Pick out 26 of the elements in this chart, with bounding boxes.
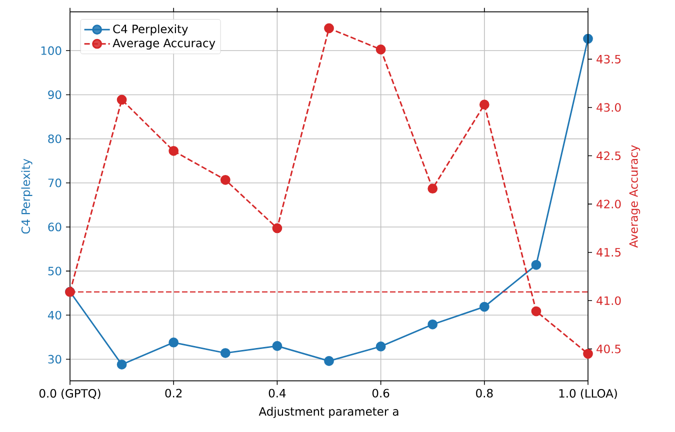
y2-tick-label: 41.5 (596, 248, 621, 257)
x-tick-label: 0.8 (476, 388, 493, 398)
y2-axis-title: Average Accuracy (629, 145, 640, 248)
y2-tick-label: 42.0 (596, 200, 621, 208)
x-tick-label: 0.2 (165, 388, 182, 398)
y-tick-label: 90 (48, 90, 62, 100)
y-tick-label: 50 (48, 266, 62, 276)
y-tick-label: 60 (48, 222, 62, 232)
x-tick-label: 0.6 (372, 388, 390, 398)
y-tick-label: 70 (48, 178, 62, 188)
y2-tick-label: 42.5 (596, 152, 621, 160)
y-tick-label: 40 (48, 310, 62, 320)
y-axis-title: C4 Perplexity (21, 158, 32, 234)
y2-tick-label: 43.5 (596, 54, 621, 64)
legend-label: Average Accuracy (112, 38, 216, 50)
y2-tick-label: 43.0 (596, 103, 621, 112)
y2-tick-label: 40.5 (596, 344, 621, 354)
legend-label: C4 Perplexity (113, 24, 188, 36)
x-axis-title: Adjustment parameter a (258, 406, 398, 418)
y-tick-label: 80 (48, 134, 62, 144)
y2-tick-label: 41.0 (596, 296, 621, 306)
x-tick-label: 0.0 (GPTQ) (39, 388, 100, 400)
x-tick-label: 1.0 (LLOA) (559, 388, 617, 400)
x-tick-label: 0.4 (268, 388, 286, 398)
y-tick-label: 100 (41, 46, 62, 56)
y-tick-label: 30 (48, 354, 62, 364)
